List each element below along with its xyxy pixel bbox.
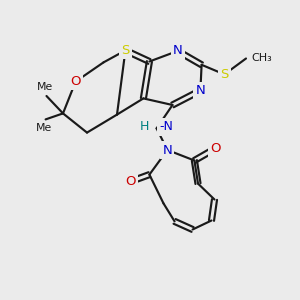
Text: N: N <box>173 44 182 58</box>
Text: O: O <box>125 175 136 188</box>
Text: -N: -N <box>160 120 173 134</box>
Text: CH₃: CH₃ <box>251 53 272 63</box>
Text: Me: Me <box>37 82 53 92</box>
Text: O: O <box>70 75 81 88</box>
Text: O: O <box>210 142 220 155</box>
Text: H: H <box>140 120 149 134</box>
Text: N: N <box>163 143 172 157</box>
Text: N: N <box>196 84 205 97</box>
Text: S: S <box>220 68 229 81</box>
Text: Me: Me <box>36 123 52 133</box>
Text: S: S <box>121 44 130 57</box>
